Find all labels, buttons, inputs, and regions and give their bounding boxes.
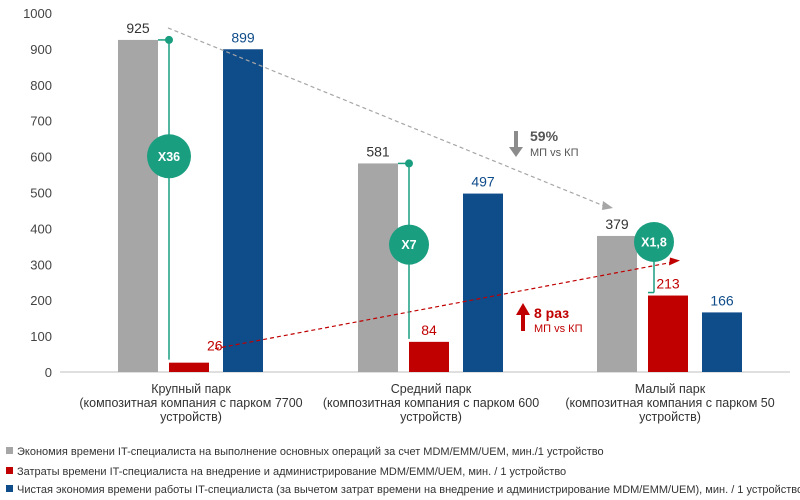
savings-drop-text: МП vs КП <box>530 147 579 159</box>
category-label: Средний парк (композитная компания с парк… <box>323 382 539 424</box>
legend-label: Затраты времени IT-специалиста на внедре… <box>17 466 567 478</box>
bar-red-3 <box>648 295 688 372</box>
up-arrow-icon <box>516 303 530 331</box>
ratio-badge-label: X7 <box>401 238 416 252</box>
bar-blue-1 <box>223 49 263 372</box>
bar-gray-3 <box>597 235 637 372</box>
savings-trend-arrowhead <box>602 200 613 210</box>
cost-growth-text: МП vs КП <box>534 323 583 335</box>
y-tick-label: 100 <box>30 329 52 344</box>
y-tick-label: 0 <box>45 365 52 380</box>
ratio-badge <box>389 224 429 265</box>
ratio-badge <box>634 221 674 262</box>
data-label: 925 <box>126 20 150 36</box>
data-label: 213 <box>656 276 680 292</box>
cost-trend-line <box>214 260 677 350</box>
bar-chart: 0 100 200 300 400 500 600 700 800 900 1000 X36 X7 X1… <box>23 6 790 424</box>
category-label: Крупный парк (композитная компания с парк… <box>79 382 302 424</box>
data-label: 84 <box>421 322 437 338</box>
y-tick-label: 300 <box>30 257 52 272</box>
category-label: Малый парк (композитная компания с парком… <box>565 382 774 424</box>
data-label: 497 <box>471 174 495 190</box>
bar-blue-3 <box>702 312 742 372</box>
y-tick-label: 600 <box>30 150 52 165</box>
y-tick-label: 500 <box>30 186 52 201</box>
y-tick-label: 700 <box>30 114 52 129</box>
legend-label: Чистая экономия времени работы IT-специа… <box>17 484 800 496</box>
down-arrow-icon <box>509 131 523 157</box>
legend-label: Экономия времени IT-специалиста на выпол… <box>17 446 604 458</box>
data-label: 899 <box>231 29 255 45</box>
bar-red-1 <box>169 362 209 372</box>
savings-trend-line <box>167 27 610 209</box>
y-tick-label: 200 <box>30 293 52 308</box>
bar-gray-2 <box>358 163 398 372</box>
data-label: 26 <box>207 338 223 354</box>
y-tick-label: 900 <box>30 42 52 57</box>
bars <box>118 39 742 373</box>
legend-item-costs: Затраты времени IT-специалиста на внедре… <box>6 466 566 478</box>
y-tick-label: 800 <box>30 78 52 93</box>
ratio-badge <box>147 134 191 179</box>
data-label: 379 <box>605 216 629 232</box>
y-tick-label: 1000 <box>23 6 52 21</box>
savings-drop-value: 59% <box>530 128 559 144</box>
legend-item-net-savings: Чистая экономия времени работы IT-специа… <box>6 484 800 496</box>
data-label: 581 <box>366 143 390 159</box>
trend-lines <box>167 27 680 350</box>
cost-growth-value: 8 раз <box>534 305 569 321</box>
ratio-badge-label: X36 <box>158 150 180 164</box>
category-labels: Крупный парк (композитная компания с парк… <box>79 382 774 424</box>
legend-swatch-blue <box>6 485 13 492</box>
legend-swatch-gray <box>6 447 13 454</box>
legend-swatch-red <box>6 467 13 474</box>
bar-red-2 <box>409 341 449 372</box>
bar-blue-2 <box>463 193 503 372</box>
bar-gray-1 <box>118 39 158 373</box>
cost-trend-arrowhead <box>669 257 680 266</box>
y-axis: 0 100 200 300 400 500 600 700 800 900 1000 <box>23 6 52 380</box>
y-tick-label: 400 <box>30 221 52 236</box>
annotations: 59% МП vs КП 8 раз МП vs КП <box>509 128 583 335</box>
legend-item-savings: Экономия времени IT-специалиста на выпол… <box>6 446 604 458</box>
data-labels: 925 581 379 26 84 213 899 497 166 <box>126 20 734 354</box>
data-label: 166 <box>710 292 734 308</box>
ratio-connectors: X36 X7 X1,8 <box>147 35 674 360</box>
ratio-badge-label: X1,8 <box>641 235 667 249</box>
